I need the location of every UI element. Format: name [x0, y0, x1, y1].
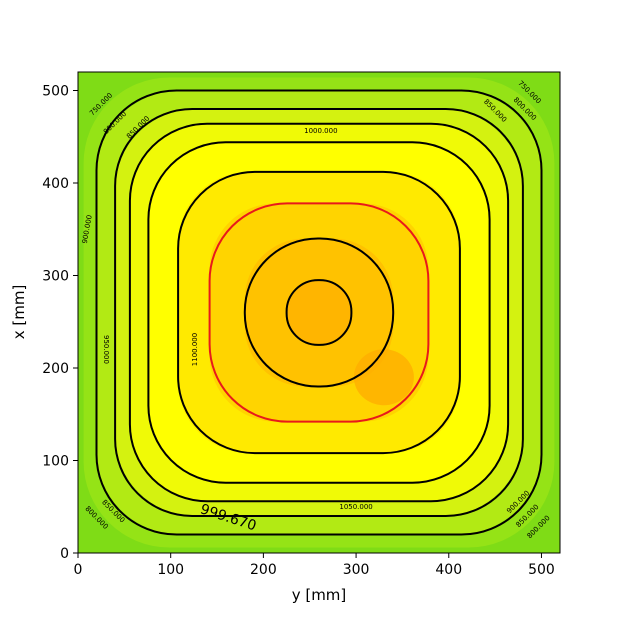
- y-tick-label: 300: [42, 269, 69, 285]
- contour-line-950.000: [177, 170, 461, 455]
- filled-contours: [78, 72, 560, 553]
- contour-label: 1100.000: [191, 333, 199, 366]
- y-axis-label: x [mm]: [10, 285, 28, 340]
- y-tick-label: 400: [42, 176, 69, 192]
- plot-frame: [77, 71, 561, 554]
- contour-line-1050.000: [243, 237, 395, 388]
- y-axis-ticks: 0 100 200 300 400 500: [42, 84, 78, 562]
- contour-label: 950.000: [102, 335, 110, 364]
- x-axis-label: y [mm]: [292, 586, 347, 604]
- contour-label: 1050.000: [339, 503, 372, 511]
- contour-label: 1000.000: [304, 127, 337, 135]
- x-tick-label: 400: [435, 562, 462, 578]
- contour-line-999.670: [208, 202, 430, 423]
- fill-hotspot: [353, 349, 414, 406]
- x-tick-label: 100: [157, 562, 184, 578]
- y-tick-label: 100: [42, 454, 69, 470]
- y-tick-label: 500: [42, 84, 69, 100]
- y-tick-label: 200: [42, 361, 69, 377]
- y-tick-label: 0: [60, 546, 69, 562]
- fill-band-8: [286, 280, 352, 345]
- contour-line-750.000: [95, 89, 543, 536]
- contour-lines: [95, 89, 543, 536]
- x-tick-label: 0: [74, 562, 83, 578]
- x-tick-label: 200: [250, 562, 277, 578]
- contour-line-1100.000: [285, 279, 353, 346]
- x-tick-label: 300: [343, 562, 370, 578]
- x-axis-ticks: 0 100 200 300 400 500: [74, 553, 555, 578]
- x-tick-label: 500: [528, 562, 555, 578]
- contour-line-850.000: [128, 122, 510, 503]
- contour-line-900.000: [147, 141, 491, 484]
- contour-line-800.000: [114, 108, 524, 517]
